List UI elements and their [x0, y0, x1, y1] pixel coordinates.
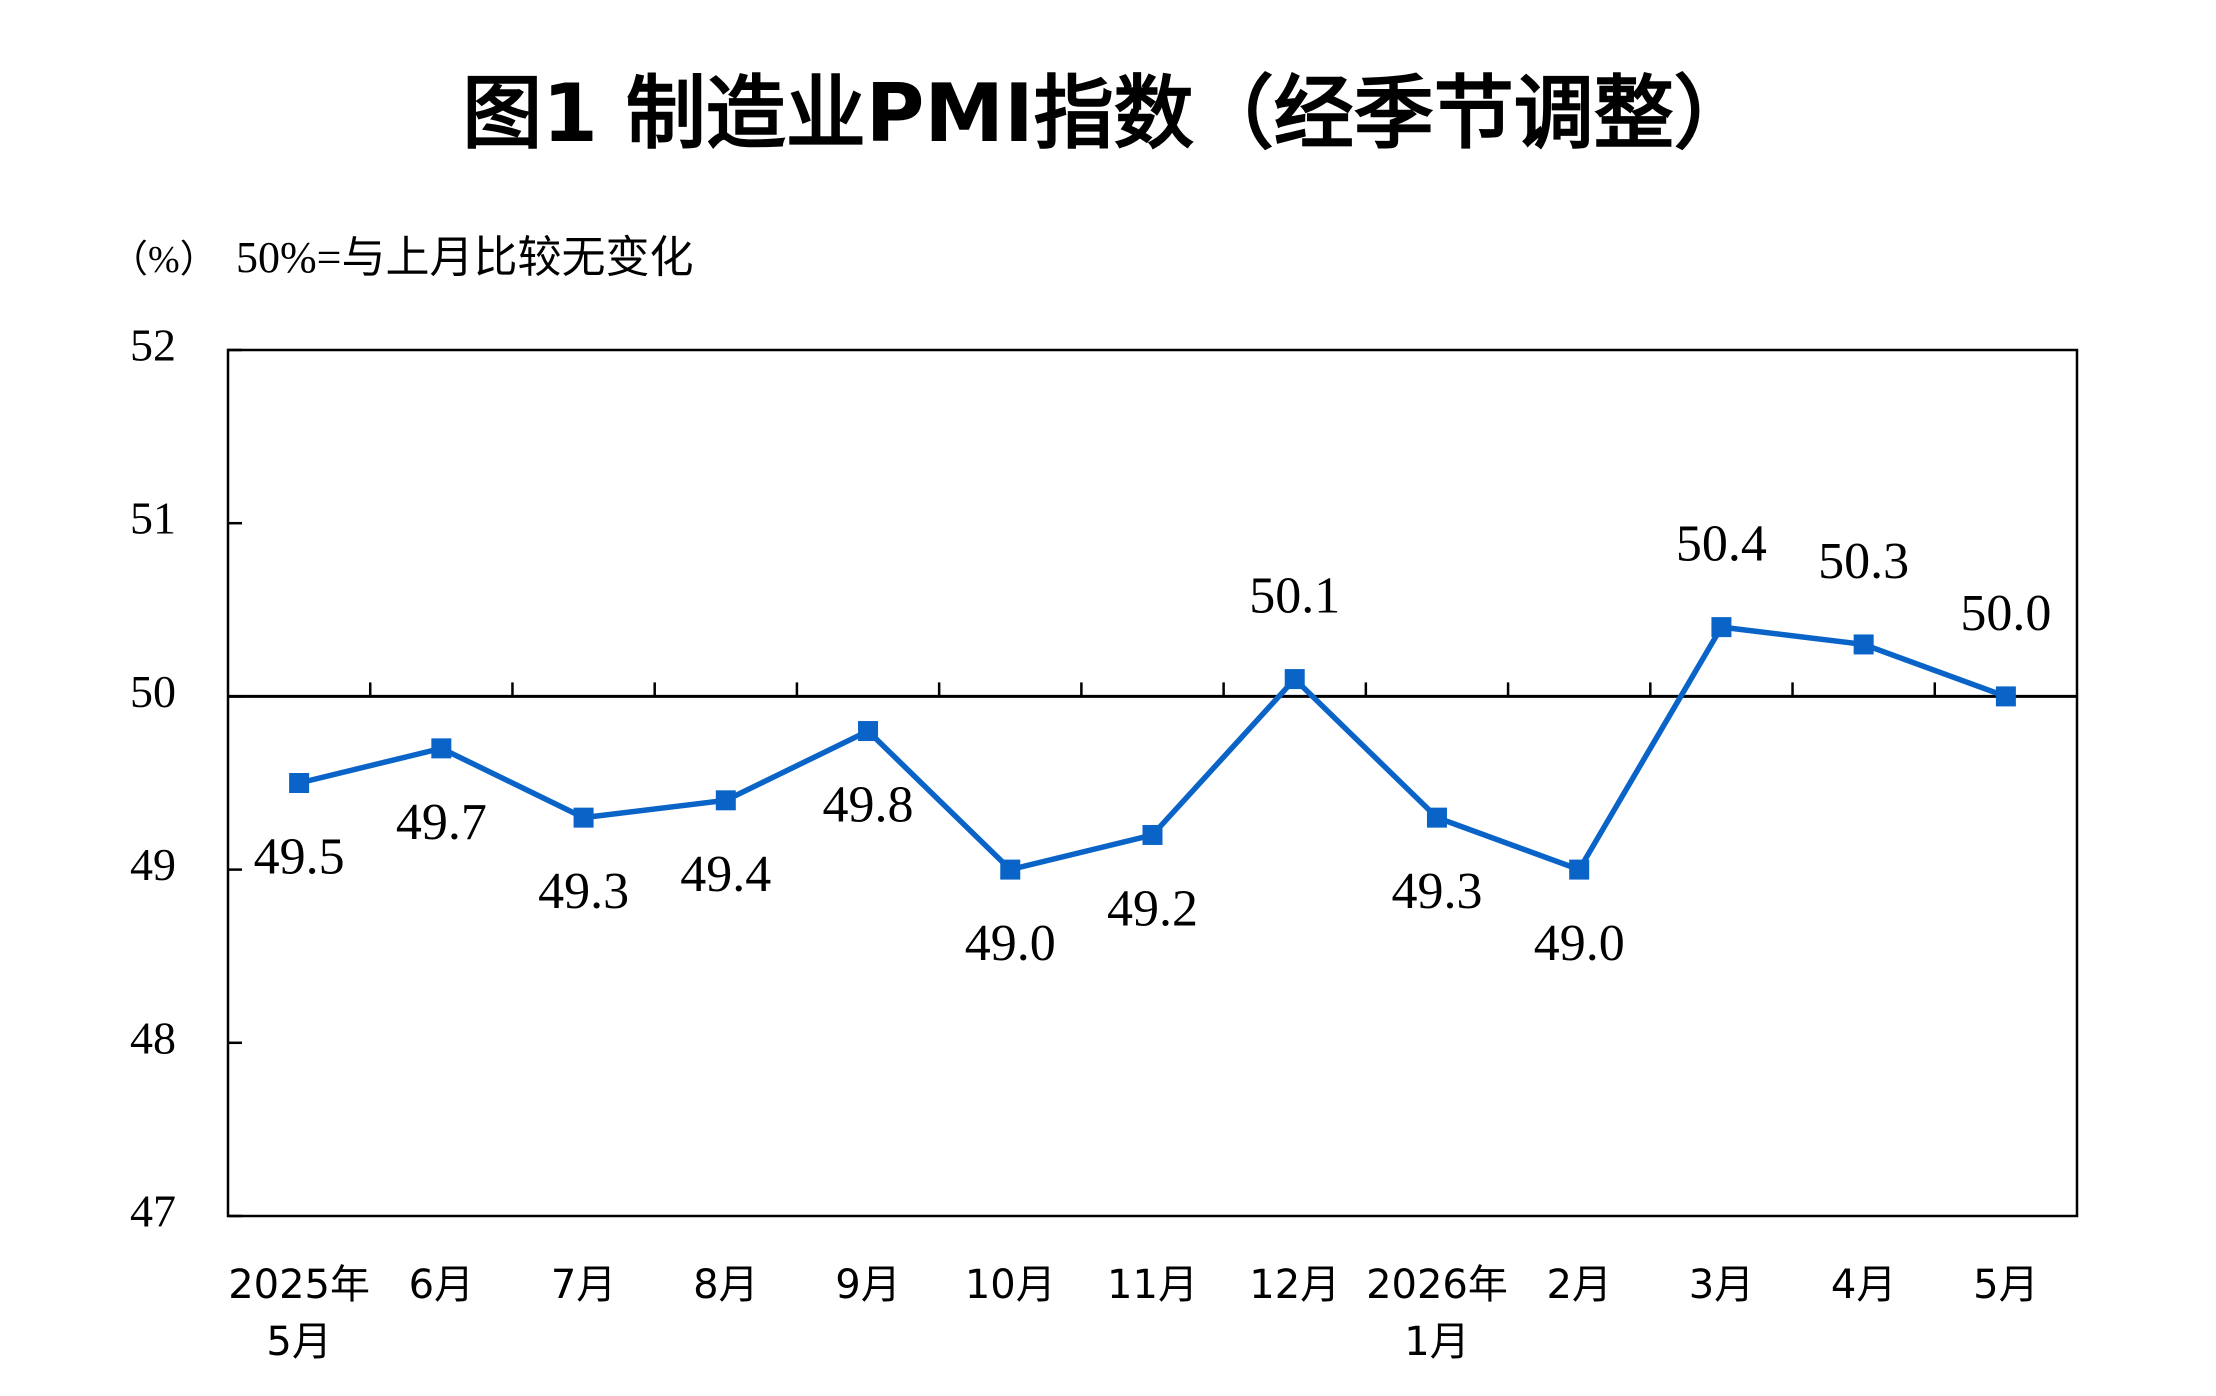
data-point — [1284, 669, 1305, 690]
data-point — [431, 738, 452, 759]
data-point — [1569, 859, 1590, 880]
data-label: 50.3 — [1818, 533, 1909, 590]
x-tick-label: 6月 — [409, 1262, 474, 1308]
y-tick-label: 51 — [130, 493, 176, 544]
data-point — [1142, 824, 1163, 845]
data-label: 49.4 — [680, 846, 771, 903]
data-label: 49.2 — [1107, 880, 1198, 937]
data-label: 50.1 — [1249, 568, 1340, 625]
data-point — [289, 773, 310, 793]
data-point — [1711, 617, 1732, 638]
x-tick-label: 8月 — [693, 1262, 758, 1308]
data-label: 50.0 — [1960, 585, 2051, 642]
x-tick-label: 2026年 — [1366, 1262, 1508, 1308]
x-tick-label: 3月 — [1689, 1262, 1754, 1308]
data-label: 49.8 — [823, 777, 914, 834]
data-point — [1995, 686, 2016, 707]
data-point — [573, 807, 594, 828]
x-tick-label: 9月 — [835, 1262, 900, 1308]
data-label: 49.0 — [1534, 915, 1625, 972]
y-tick-label: 50 — [130, 666, 176, 717]
x-tick-label: 1月 — [1404, 1319, 1469, 1365]
plot-frame — [226, 348, 2079, 1218]
y-tick-label: 52 — [130, 320, 176, 371]
data-label: 49.0 — [965, 915, 1056, 972]
chart-title: 图1 制造业PMI指数（经季节调整） — [462, 67, 1754, 160]
data-point — [1853, 634, 1874, 655]
x-tick-label: 5月 — [266, 1319, 331, 1365]
data-label: 49.7 — [396, 794, 487, 851]
data-point — [715, 790, 736, 811]
y-tick-label: 49 — [130, 839, 176, 890]
x-tick-label: 5月 — [1973, 1262, 2038, 1308]
x-tick-label: 11月 — [1107, 1262, 1198, 1308]
data-label: 49.3 — [538, 863, 629, 920]
data-label: 49.3 — [1391, 863, 1482, 920]
y-tick-label: 47 — [130, 1186, 176, 1237]
data-point — [1000, 859, 1021, 880]
y-unit-label: （%） — [110, 239, 218, 281]
x-tick-label: 2月 — [1546, 1262, 1611, 1308]
data-label: 50.4 — [1676, 516, 1767, 573]
x-tick-label: 4月 — [1831, 1262, 1896, 1308]
x-tick-label: 2025年 — [228, 1262, 370, 1308]
reference-note: 50%=与上月比较无变化 — [236, 233, 693, 282]
data-label: 49.5 — [254, 829, 345, 886]
plot-area: 52 51 50 49 48 47 2025年 5月 6月 7月 8月 9月 10月 11月 12月 2026… — [130, 320, 2079, 1365]
data-point — [858, 721, 879, 742]
y-tick-label: 48 — [130, 1012, 176, 1063]
x-tick-label: 7月 — [551, 1262, 616, 1308]
x-tick-label: 12月 — [1249, 1262, 1340, 1308]
x-tick-label: 10月 — [965, 1262, 1056, 1308]
data-point — [1426, 807, 1447, 828]
